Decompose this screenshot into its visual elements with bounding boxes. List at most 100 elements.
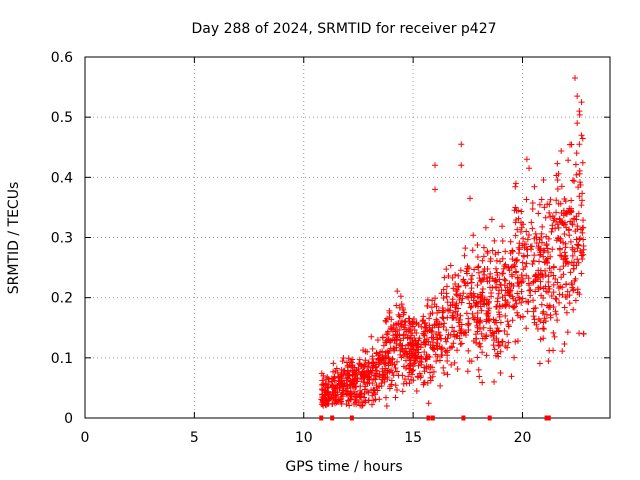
data-point: [357, 390, 364, 397]
data-point: [486, 315, 493, 322]
data-point: [497, 348, 504, 355]
data-point: [479, 349, 486, 356]
data-point: [565, 157, 572, 164]
data-point: [469, 247, 476, 254]
data-point: [343, 359, 350, 366]
data-point: [564, 329, 571, 336]
data-point: [510, 304, 517, 311]
data-point: [579, 159, 586, 166]
data-point: [533, 239, 540, 246]
data-point: [464, 368, 471, 375]
data-point: [417, 344, 424, 351]
data-point: [501, 276, 508, 283]
data-point: [557, 252, 564, 259]
data-point: [567, 238, 574, 245]
data-point: [474, 354, 481, 361]
data-point: [465, 315, 472, 322]
data-point: [422, 328, 429, 335]
chart-title: Day 288 of 2024, SRMTID for receiver p42…: [191, 21, 496, 37]
data-point: [542, 214, 549, 221]
axis-marker: [430, 415, 435, 421]
data-point: [400, 311, 407, 318]
data-point: [382, 339, 389, 346]
data-point: [511, 263, 518, 270]
data-point: [318, 386, 325, 393]
data-point: [320, 381, 327, 388]
data-point: [493, 265, 500, 272]
data-point: [469, 272, 476, 279]
data-point: [416, 355, 423, 362]
data-point: [476, 275, 483, 282]
data-point: [543, 311, 550, 318]
data-point: [536, 252, 543, 259]
data-point: [479, 276, 486, 283]
data-point: [579, 197, 586, 204]
data-point: [443, 293, 450, 300]
data-point: [523, 298, 530, 305]
data-point: [506, 288, 513, 295]
data-point: [493, 335, 500, 342]
axis-marker: [319, 415, 324, 421]
data-point: [474, 253, 481, 260]
data-point: [410, 367, 417, 374]
data-point: [481, 271, 488, 278]
data-point: [541, 204, 548, 211]
data-point: [535, 243, 542, 250]
data-point: [523, 246, 530, 253]
data-point: [436, 321, 443, 328]
data-point: [556, 215, 563, 222]
data-point: [468, 285, 475, 292]
data-point: [386, 385, 393, 392]
data-point: [504, 318, 511, 325]
data-point: [550, 289, 557, 296]
data-point: [415, 343, 422, 350]
data-point: [479, 257, 486, 264]
data-point: [530, 313, 537, 320]
data-point: [576, 108, 583, 115]
data-point: [502, 312, 509, 319]
data-point: [528, 219, 535, 226]
data-point: [577, 182, 584, 189]
data-point: [346, 372, 353, 379]
data-point: [523, 156, 530, 163]
data-point: [579, 229, 586, 236]
data-point: [482, 224, 489, 231]
data-point: [545, 358, 552, 365]
data-point: [507, 238, 514, 245]
data-point: [453, 291, 460, 298]
data-point: [351, 401, 358, 408]
data-point: [340, 355, 347, 362]
data-point: [515, 250, 522, 257]
data-point: [501, 262, 508, 269]
y-tick-label: 0.2: [51, 291, 73, 307]
data-point: [575, 242, 582, 249]
data-point: [471, 293, 478, 300]
data-point: [428, 304, 435, 311]
data-point: [553, 311, 560, 318]
data-point: [351, 388, 358, 395]
data-point: [511, 354, 518, 361]
data-point: [323, 392, 330, 399]
data-point: [428, 327, 435, 334]
data-point: [440, 294, 447, 301]
data-point: [443, 326, 450, 333]
data-point: [405, 373, 412, 380]
data-point: [572, 297, 579, 304]
data-point: [433, 358, 440, 365]
data-point: [390, 322, 397, 329]
data-point: [437, 382, 444, 389]
data-point: [452, 308, 459, 315]
data-point: [483, 332, 490, 339]
data-point: [579, 135, 586, 142]
data-point: [540, 247, 547, 254]
data-point: [547, 253, 554, 260]
data-point: [330, 360, 337, 367]
data-point: [456, 335, 463, 342]
data-point: [536, 247, 543, 254]
data-point: [450, 309, 457, 316]
data-point: [340, 372, 347, 379]
data-point: [543, 240, 550, 247]
data-point: [546, 209, 553, 216]
data-point: [462, 245, 469, 252]
data-point: [538, 196, 545, 203]
